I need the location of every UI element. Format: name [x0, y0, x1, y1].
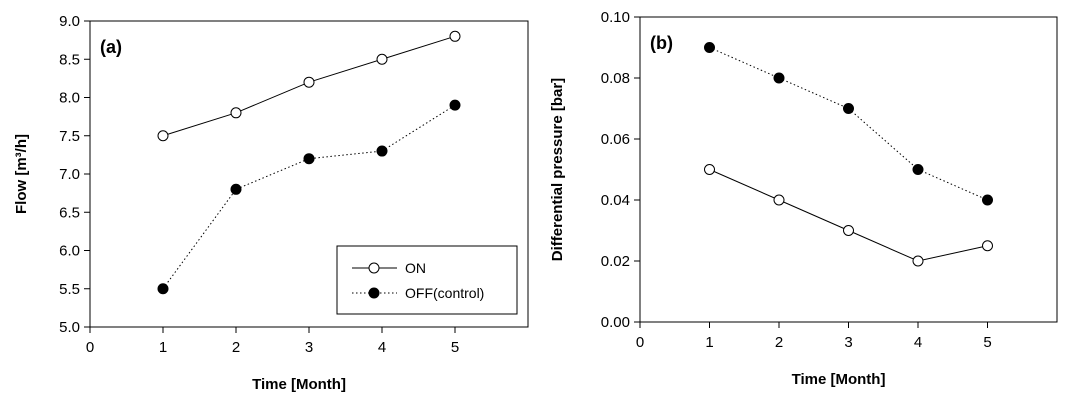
data-point-on	[230, 107, 242, 119]
data-point-on	[982, 240, 993, 252]
x-tick-label: 3	[305, 339, 313, 356]
data-point-on	[376, 53, 388, 65]
x-tick-label: 4	[378, 339, 386, 356]
y-tick-label: 0.00	[601, 314, 630, 331]
series-line-off-control	[709, 47, 988, 201]
x-tick-label: 0	[86, 339, 94, 356]
y-tick-label: 8.5	[59, 51, 80, 68]
y-tick-label: 5.5	[59, 281, 80, 298]
y-tick-label: 7.5	[59, 128, 80, 145]
data-point-on	[449, 30, 461, 42]
x-axis-label: Time [Month]	[792, 371, 886, 388]
data-point-off-control	[704, 42, 715, 53]
data-point-on	[157, 130, 169, 142]
data-point-off-control	[303, 153, 315, 165]
y-tick-label: 0.08	[601, 70, 630, 87]
x-tick-label: 0	[636, 334, 644, 351]
data-point-on	[704, 164, 715, 175]
y-tick-label: 9.0	[59, 13, 80, 30]
y-tick-label: 0.04	[601, 192, 630, 209]
x-tick-label: 1	[705, 334, 713, 351]
y-tick-label: 6.0	[59, 243, 80, 260]
x-tick-label: 2	[232, 339, 240, 356]
data-point-off-control	[912, 164, 924, 175]
series-line-on	[709, 169, 988, 262]
panel-label: (b)	[650, 33, 673, 53]
y-tick-label: 0.10	[601, 9, 630, 26]
data-point-on	[303, 76, 315, 88]
data-point-on	[912, 255, 924, 267]
legend: ON OFF(control)	[336, 245, 518, 315]
x-tick-label: 2	[775, 334, 783, 351]
chart-panel-b: 0 1 2 3 4 5 0.00 0.02 0.04 0.06 0.08 0.10 Time [Mont…	[549, 9, 1058, 388]
x-axis-label: Time [Month]	[252, 376, 346, 393]
x-tick-label: 5	[451, 339, 459, 356]
legend-box	[336, 245, 518, 315]
plot-frame	[639, 16, 1058, 323]
data-point-off-control	[449, 99, 461, 111]
y-axis-label: Differential pressure [bar]	[549, 78, 566, 261]
x-tick-label: 3	[844, 334, 852, 351]
y-tick-label: 5.0	[59, 319, 80, 336]
chart-panel-a: 0 1 2 3 4 5 5.0 5.5 6.0 6.5 7.0 7.5 8.0 8.5 9.0 Time [M…	[13, 13, 529, 393]
data-point-on	[843, 225, 854, 236]
legend-marker	[368, 287, 380, 299]
panel-label: (a)	[100, 37, 122, 57]
data-point-off-control	[157, 283, 169, 295]
y-axis-label: Flow [m³/h]	[13, 134, 30, 214]
y-tick-label: 7.0	[59, 166, 80, 183]
x-tick-label: 5	[983, 334, 991, 351]
x-tick-label: 4	[914, 334, 922, 351]
legend-marker	[368, 262, 380, 274]
data-point-off-control	[982, 194, 993, 206]
legend-entry-label: ON	[405, 260, 426, 276]
y-tick-label: 8.0	[59, 90, 80, 107]
data-point-on	[773, 194, 785, 206]
data-point-off-control	[230, 183, 242, 195]
data-point-off-control	[376, 145, 388, 157]
data-point-off-control	[773, 72, 785, 84]
y-tick-label: 6.5	[59, 204, 80, 221]
y-tick-label: 0.02	[601, 253, 630, 270]
series-line-off-control	[162, 104, 456, 290]
y-tick-label: 0.06	[601, 131, 630, 148]
x-tick-label: 1	[159, 339, 167, 356]
legend-entry-label: OFF(control)	[405, 285, 484, 301]
data-point-off-control	[843, 103, 854, 114]
